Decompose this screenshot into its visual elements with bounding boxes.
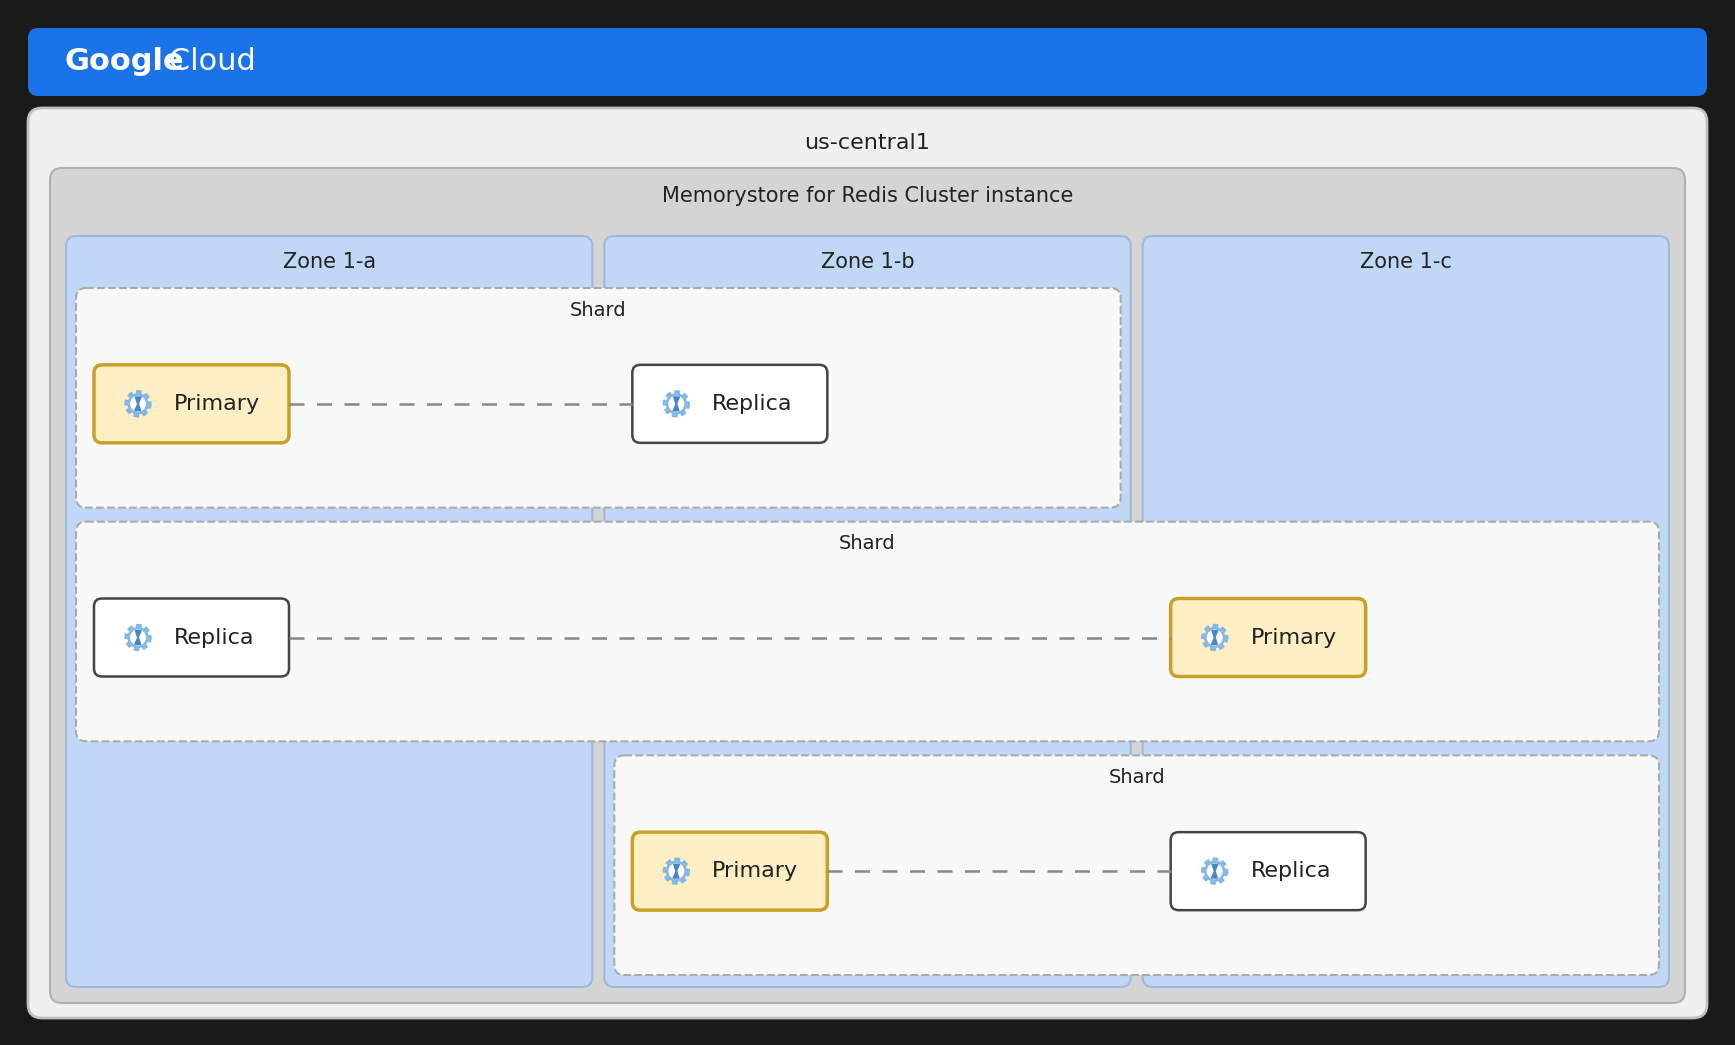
Polygon shape <box>1211 864 1218 878</box>
Text: Shard: Shard <box>840 534 895 553</box>
FancyBboxPatch shape <box>28 28 1707 96</box>
FancyBboxPatch shape <box>94 365 290 443</box>
Polygon shape <box>125 391 151 417</box>
Text: Memorystore for Redis Cluster instance: Memorystore for Redis Cluster instance <box>661 186 1074 206</box>
Polygon shape <box>663 391 689 417</box>
FancyBboxPatch shape <box>604 236 1131 986</box>
FancyBboxPatch shape <box>614 756 1659 975</box>
Text: Replica: Replica <box>1251 861 1331 881</box>
Circle shape <box>1208 864 1221 879</box>
Text: Primary: Primary <box>1251 627 1336 648</box>
FancyBboxPatch shape <box>1143 236 1669 986</box>
Polygon shape <box>1202 858 1228 884</box>
Text: Shard: Shard <box>1109 768 1164 787</box>
Text: Shard: Shard <box>571 301 626 320</box>
Polygon shape <box>125 625 151 650</box>
Polygon shape <box>673 397 680 411</box>
Text: Primary: Primary <box>174 394 260 414</box>
Circle shape <box>1208 630 1221 645</box>
FancyBboxPatch shape <box>1171 599 1365 676</box>
Polygon shape <box>135 397 141 411</box>
Text: Primary: Primary <box>713 861 798 881</box>
Text: Zone 1-b: Zone 1-b <box>821 252 914 272</box>
FancyBboxPatch shape <box>50 168 1685 1003</box>
Text: Zone 1-c: Zone 1-c <box>1360 252 1452 272</box>
Circle shape <box>130 396 146 411</box>
Polygon shape <box>673 864 680 878</box>
FancyBboxPatch shape <box>632 365 828 443</box>
Circle shape <box>670 396 684 411</box>
FancyBboxPatch shape <box>632 832 828 910</box>
Circle shape <box>670 864 684 879</box>
Text: Replica: Replica <box>713 394 793 414</box>
FancyBboxPatch shape <box>76 288 1121 508</box>
FancyBboxPatch shape <box>66 236 592 986</box>
Text: Cloud: Cloud <box>160 47 255 76</box>
Circle shape <box>130 630 146 645</box>
Polygon shape <box>1211 630 1218 645</box>
Text: Google: Google <box>64 47 184 76</box>
Text: Replica: Replica <box>174 627 255 648</box>
Polygon shape <box>663 858 689 884</box>
Text: us-central1: us-central1 <box>805 133 930 153</box>
FancyBboxPatch shape <box>76 521 1659 741</box>
Text: Zone 1-a: Zone 1-a <box>283 252 376 272</box>
Polygon shape <box>1202 625 1228 650</box>
FancyBboxPatch shape <box>1171 832 1365 910</box>
FancyBboxPatch shape <box>28 108 1707 1018</box>
Polygon shape <box>135 630 141 645</box>
FancyBboxPatch shape <box>94 599 290 676</box>
